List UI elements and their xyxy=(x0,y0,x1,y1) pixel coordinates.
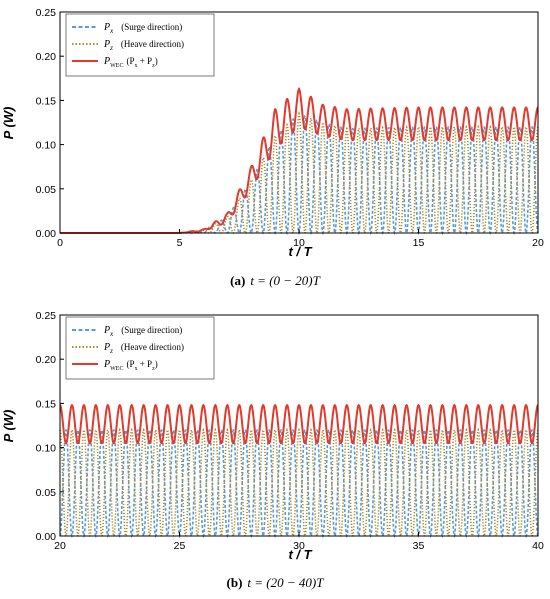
legend-label-heave-a: Pz (Heave direction) xyxy=(103,39,184,52)
legend-label-surge-a: Px (Surge direction) xyxy=(103,22,182,35)
x-tick-label-b: 30 xyxy=(293,540,305,552)
x-tick-label-b: 25 xyxy=(174,540,186,552)
plot-area-b xyxy=(59,403,539,539)
chart-panel-a: 0 5 10 15 20 0.00 0.05 0.10 0.15 0.20 0.25 Px (Surg… xyxy=(1,7,544,288)
x-axis-label-a: t / T xyxy=(288,244,312,259)
x-tick-label-a: 20 xyxy=(532,237,544,249)
y-tick-label-a: 0.05 xyxy=(36,184,57,196)
y-tick-label-b: 0.10 xyxy=(36,443,57,455)
x-tick-label-a: 5 xyxy=(177,237,183,249)
chart-panel-b: 20 25 30 35 40 0.00 0.05 0.10 0.15 0.20 0.25 Px (Su… xyxy=(1,310,544,590)
y-tick-label-a: 0.00 xyxy=(36,228,57,240)
x-axis-label-b: t / T xyxy=(288,547,312,562)
x-tick-label-b: 40 xyxy=(532,540,544,552)
legend-label-surge-b: Px (Surge direction) xyxy=(103,325,182,338)
y-tick-label-a: 0.15 xyxy=(36,95,57,107)
y-tick-label-b: 0.20 xyxy=(36,354,57,366)
axis-ticks-b: 20 25 30 35 40 0.00 0.05 0.10 0.15 0.20 0.25 xyxy=(36,310,544,552)
legend-label-heave-b: Pz (Heave direction) xyxy=(103,342,184,355)
y-axis-label-a: P (W) xyxy=(1,107,16,140)
y-tick-label-a: 0.10 xyxy=(36,140,57,152)
series-line-surge-a xyxy=(60,114,539,236)
x-tick-label-a: 15 xyxy=(413,237,425,249)
y-tick-label-a: 0.20 xyxy=(36,51,57,63)
series-line-heave-a xyxy=(60,110,539,234)
x-tick-label-a: 10 xyxy=(293,237,305,249)
x-tick-label-b: 35 xyxy=(413,540,425,552)
legend-label-wec-a: PWEC (Px + Pz) xyxy=(103,56,158,69)
y-tick-label-b: 0.15 xyxy=(36,398,57,410)
series-line-surge-b xyxy=(59,429,539,539)
axis-ticks-a: 0 5 10 15 20 0.00 0.05 0.10 0.15 0.20 0.25 xyxy=(36,7,544,249)
y-tick-label-b: 0.25 xyxy=(36,310,57,322)
plot-area-a xyxy=(60,86,539,236)
legend-a: Px (Surge direction) Pz (Heave direction) … xyxy=(65,13,215,77)
y-tick-label-b: 0.05 xyxy=(36,487,57,499)
y-tick-label-a: 0.25 xyxy=(36,7,57,19)
caption-b: (b) t = (20 − 40)T xyxy=(227,575,325,590)
y-axis-label-b: P (W) xyxy=(1,410,16,443)
caption-a: (a) t = (0 − 20)T xyxy=(230,273,320,288)
series-line-wec-b xyxy=(59,403,539,445)
legend-label-wec-b: PWEC (Px + Pz) xyxy=(103,359,158,372)
x-tick-label-a: 0 xyxy=(57,237,63,249)
y-tick-label-b: 0.00 xyxy=(36,531,57,543)
series-line-wec-a xyxy=(60,86,539,234)
series-line-heave-b xyxy=(59,427,539,537)
x-tick-label-b: 20 xyxy=(54,540,66,552)
legend-b: Px (Surge direction) Pz (Heave direction) … xyxy=(65,316,215,380)
